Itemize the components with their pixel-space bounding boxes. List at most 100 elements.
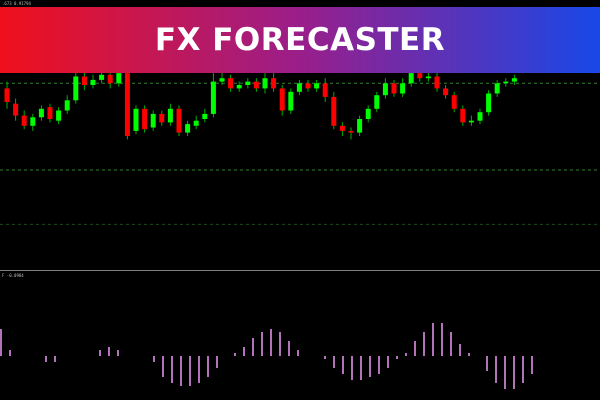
bear-candle[interactable]	[451, 91, 457, 113]
candle-body	[253, 81, 259, 89]
bear-candle[interactable]	[142, 105, 148, 133]
candle-body	[81, 76, 87, 85]
candle-body	[434, 76, 440, 89]
bull-candle[interactable]	[133, 105, 139, 135]
bull-candle[interactable]	[56, 107, 62, 125]
bull-candle[interactable]	[73, 68, 79, 104]
bull-candle[interactable]	[262, 73, 268, 94]
bear-candle[interactable]	[4, 81, 10, 109]
bear-candle[interactable]	[305, 79, 311, 92]
candle-body	[176, 108, 182, 133]
bull-candle[interactable]	[365, 105, 371, 123]
banner-title: FX FORECASTER	[154, 22, 446, 58]
bear-candle[interactable]	[13, 98, 19, 121]
bear-candle[interactable]	[460, 105, 466, 126]
bear-candle[interactable]	[434, 73, 440, 92]
bull-candle[interactable]	[219, 71, 225, 85]
candle-body	[56, 110, 62, 121]
candle-body	[279, 88, 285, 111]
bear-candle[interactable]	[81, 71, 87, 91]
bull-candle[interactable]	[468, 115, 474, 126]
candle-body	[486, 93, 492, 113]
bear-candle[interactable]	[348, 127, 354, 140]
candle-body	[425, 76, 431, 79]
bull-candle[interactable]	[99, 71, 105, 84]
bear-candle[interactable]	[176, 105, 182, 136]
candle-body	[296, 83, 302, 92]
bull-candle[interactable]	[210, 73, 216, 118]
bear-candle[interactable]	[21, 110, 27, 130]
bear-candle[interactable]	[228, 74, 234, 92]
bear-candle[interactable]	[253, 78, 259, 92]
candle-body	[202, 113, 208, 119]
candle-body	[365, 108, 371, 119]
bear-candle[interactable]	[331, 91, 337, 130]
candle-body	[193, 120, 199, 126]
candle-body	[443, 88, 449, 96]
bull-candle[interactable]	[236, 81, 242, 92]
bull-candle[interactable]	[400, 78, 406, 97]
pane-separator[interactable]	[0, 270, 600, 271]
bull-candle[interactable]	[38, 105, 44, 121]
bull-candle[interactable]	[167, 103, 173, 126]
candle-body	[288, 91, 294, 111]
candle-body	[228, 78, 234, 89]
bull-candle[interactable]	[296, 79, 302, 96]
candle-body	[142, 108, 148, 130]
candle-body	[322, 83, 328, 97]
bull-candle[interactable]	[511, 74, 517, 85]
bull-candle[interactable]	[494, 79, 500, 97]
candle-body	[262, 78, 268, 89]
candle-body	[219, 78, 225, 82]
bull-candle[interactable]	[425, 71, 431, 82]
candle-body	[124, 73, 130, 136]
candle-body	[38, 108, 44, 118]
candle-body	[4, 88, 10, 102]
bear-candle[interactable]	[271, 73, 277, 92]
candle-body	[417, 73, 423, 79]
bull-candle[interactable]	[150, 110, 156, 131]
candle-body	[159, 113, 165, 123]
candle-body	[236, 85, 242, 89]
candle-body	[391, 83, 397, 94]
bear-candle[interactable]	[391, 79, 397, 97]
bull-candle[interactable]	[357, 115, 363, 136]
bear-candle[interactable]	[159, 110, 165, 126]
bear-candle[interactable]	[339, 122, 345, 136]
candle-body	[348, 130, 354, 133]
candle-body	[99, 74, 105, 80]
bull-candle[interactable]	[193, 115, 199, 130]
bull-candle[interactable]	[245, 78, 251, 89]
bull-candle[interactable]	[185, 120, 191, 136]
candle-body	[73, 76, 79, 101]
bull-candle[interactable]	[288, 88, 294, 114]
bear-candle[interactable]	[124, 68, 130, 140]
candle-body	[133, 108, 139, 131]
candle-body	[468, 120, 474, 123]
bull-candle[interactable]	[30, 113, 36, 131]
candle-body	[245, 81, 251, 85]
bull-candle[interactable]	[314, 79, 320, 92]
title-banner: FX FORECASTER	[0, 7, 600, 73]
bull-candle[interactable]	[64, 95, 70, 114]
bear-candle[interactable]	[47, 103, 53, 123]
bull-candle[interactable]	[374, 91, 380, 113]
bull-candle[interactable]	[382, 78, 388, 99]
bear-candle[interactable]	[322, 78, 328, 102]
bear-candle[interactable]	[279, 85, 285, 116]
candle-body	[21, 115, 27, 126]
fx-forecaster-indicator-pane[interactable]	[0, 271, 600, 400]
bull-candle[interactable]	[477, 108, 483, 125]
bear-candle[interactable]	[443, 85, 449, 99]
bull-candle[interactable]	[202, 108, 208, 123]
bull-candle[interactable]	[486, 90, 492, 116]
candle-body	[13, 103, 19, 116]
bull-candle[interactable]	[90, 74, 96, 89]
bear-candle[interactable]	[107, 73, 113, 89]
candle-body	[400, 83, 406, 94]
bull-candle[interactable]	[503, 78, 509, 87]
price-chart[interactable]	[0, 0, 600, 270]
candle-body	[90, 79, 96, 85]
candle-body	[64, 100, 70, 111]
